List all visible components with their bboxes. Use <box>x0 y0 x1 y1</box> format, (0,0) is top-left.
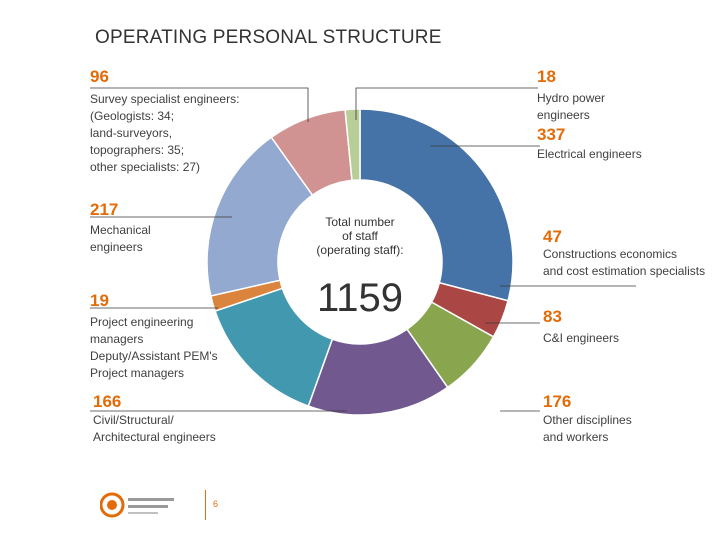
center-total: 1159 <box>316 276 403 320</box>
label-mechanical-desc: Mechanical engineers <box>90 223 151 254</box>
donut-slice-8 <box>344 108 361 182</box>
label-other-value: 176 <box>543 392 572 411</box>
leader-lines <box>90 87 636 412</box>
label-mechanical-value: 217 <box>90 200 119 219</box>
center-label: Total number of staff (operating staff): <box>316 215 404 257</box>
label-pem-desc: Project engineering managers Deputy/Assi… <box>90 315 218 380</box>
label-hydro-desc: Hydro power engineers <box>537 91 606 122</box>
label-construction-value: 47 <box>543 227 562 246</box>
company-logo <box>99 488 180 522</box>
label-survey-value: 96 <box>90 67 109 86</box>
label-hydro-value: 18 <box>537 67 556 86</box>
label-civil-desc: Civil/Structural/ Architectural engineer… <box>93 413 216 444</box>
donut-slice-6 <box>206 136 314 297</box>
label-pem-value: 19 <box>90 291 109 310</box>
label-electrical-desc: Electrical engineers <box>537 147 642 161</box>
label-civil-value: 166 <box>93 392 122 411</box>
donut-slice-0 <box>359 108 514 302</box>
leader-survey <box>90 87 309 122</box>
label-other-desc: Other disciplines and workers <box>543 413 632 444</box>
label-ci-desc: C&I engineers <box>543 331 620 345</box>
leader-hydro <box>355 87 538 120</box>
chart-title: OPERATING PERSONAL STRUCTURE <box>95 27 442 48</box>
label-ci-value: 83 <box>543 307 562 326</box>
footer-divider <box>205 490 206 520</box>
page-number: 6 <box>213 499 219 509</box>
donut-slices <box>206 108 514 416</box>
label-electrical-value: 337 <box>537 125 566 144</box>
label-construction-desc: Constructions economics and cost estimat… <box>543 247 706 278</box>
label-survey-desc: Survey specialist engineers: (Geologists… <box>90 92 240 174</box>
